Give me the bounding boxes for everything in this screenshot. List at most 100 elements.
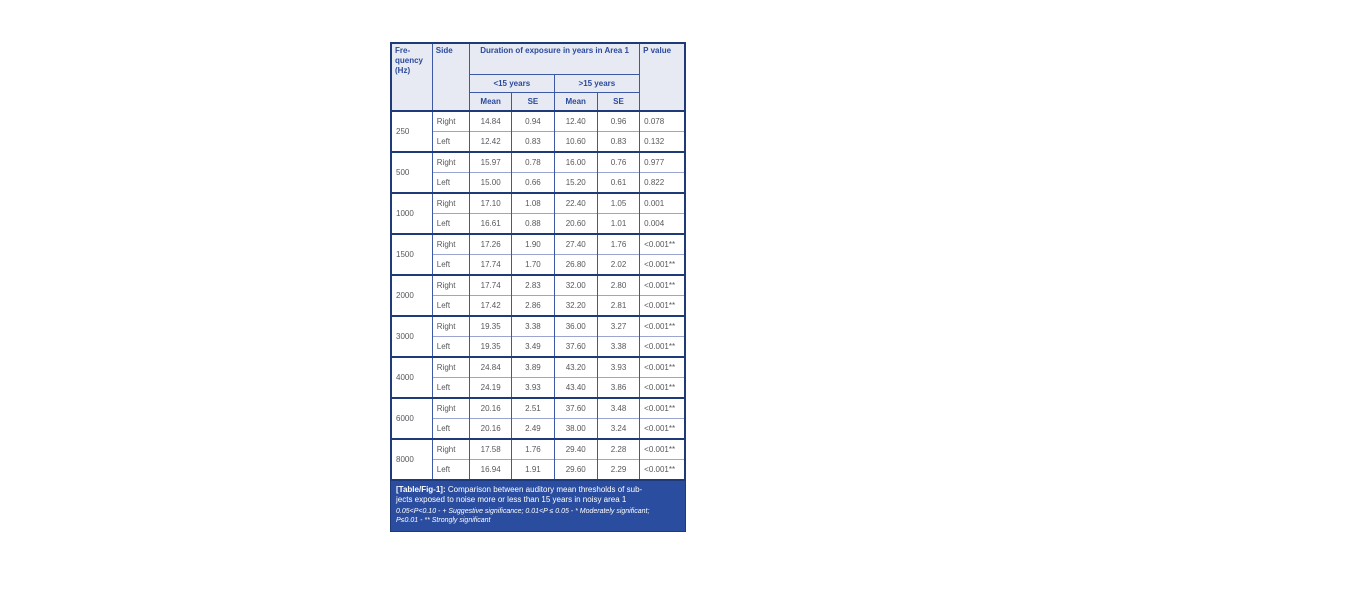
cell-frequency: 1500: [390, 233, 433, 275]
cell-se-gt15: 3.93: [596, 356, 641, 378]
cell-mean-gt15: 38.00: [553, 418, 598, 439]
cell-side: Left: [431, 172, 471, 193]
cell-mean-lt15: 19.35: [469, 315, 513, 337]
cell-se-lt15: 1.76: [511, 438, 555, 460]
cell-mean-gt15: 12.40: [553, 110, 598, 132]
cell-se-gt15: 3.24: [596, 418, 641, 439]
table-row: Left 17.74 1.70 26.80 2.02 <0.001**: [391, 254, 686, 275]
caption-main: [Table/Fig-1]: Comparison between audito…: [396, 485, 680, 506]
table-caption: [Table/Fig-1]: Comparison between audito…: [390, 481, 686, 532]
table-row: 6000 Right 20.16 2.51 37.60 3.48 <0.001**: [390, 397, 686, 439]
table-row: Left 16.61 0.88 20.60 1.01 0.004: [391, 213, 686, 234]
cell-p-value: <0.001**: [639, 356, 686, 378]
cell-side: Right: [431, 274, 471, 296]
cell-se-gt15: 0.96: [596, 110, 641, 132]
cell-frequency: 500: [390, 151, 433, 193]
table-row: 2000 Right 17.74 2.83 32.00 2.80 <0.001**: [390, 274, 686, 316]
cell-se-gt15: 0.83: [596, 131, 641, 152]
cell-se-lt15: 2.86: [511, 295, 555, 316]
cell-frequency: 2000: [390, 274, 433, 316]
header-se-lt15: SE: [511, 92, 555, 112]
cell-side: Right: [431, 233, 471, 255]
header-side: Side: [431, 42, 471, 112]
cell-side: Left: [431, 459, 471, 480]
cell-p-value: 0.001: [639, 192, 686, 214]
cell-mean-lt15: 24.19: [469, 377, 513, 398]
table-row: Left 20.16 2.49 38.00 3.24 <0.001**: [391, 418, 686, 439]
cell-se-lt15: 1.08: [511, 192, 555, 214]
cell-se-lt15: 2.51: [511, 397, 555, 419]
cell-se-lt15: 1.90: [511, 233, 555, 255]
cell-mean-gt15: 43.20: [553, 356, 598, 378]
cell-side: Left: [431, 377, 471, 398]
cell-frequency: 8000: [390, 438, 433, 480]
cell-se-gt15: 3.48: [596, 397, 641, 419]
cell-mean-gt15: 43.40: [553, 377, 598, 398]
cell-frequency: 4000: [390, 356, 433, 398]
cell-mean-gt15: 20.60: [553, 213, 598, 234]
cell-se-lt15: 0.66: [511, 172, 555, 193]
cell-p-value: <0.001**: [639, 418, 686, 439]
cell-p-value: <0.001**: [639, 233, 686, 255]
header-mean-gt15: Mean: [553, 92, 598, 112]
cell-se-gt15: 0.61: [596, 172, 641, 193]
table-fig-1: Fre-quency (Hz) Side Duration of exposur…: [390, 42, 686, 532]
cell-p-value: <0.001**: [639, 438, 686, 460]
cell-p-value: <0.001**: [639, 295, 686, 316]
caption-note-line2: P≤0.01 - ** Strongly significant: [396, 517, 491, 525]
cell-mean-lt15: 17.42: [469, 295, 513, 316]
table-row: Left 15.00 0.66 15.20 0.61 0.822: [391, 172, 686, 193]
cell-p-value: <0.001**: [639, 274, 686, 296]
cell-mean-gt15: 32.00: [553, 274, 598, 296]
cell-p-value: <0.001**: [639, 254, 686, 275]
cell-side: Left: [431, 295, 471, 316]
cell-p-value: 0.132: [639, 131, 686, 152]
header-mean-lt15: Mean: [469, 92, 513, 112]
cell-mean-lt15: 24.84: [469, 356, 513, 378]
header-duration: Duration of exposure in years in Area 1: [469, 42, 641, 75]
cell-mean-lt15: 15.00: [469, 172, 513, 193]
cell-se-gt15: 3.27: [596, 315, 641, 337]
cell-side: Left: [431, 131, 471, 152]
header-duration-text: Duration of exposure in years in Area 1: [480, 46, 629, 55]
cell-mean-gt15: 29.40: [553, 438, 598, 460]
table-header: Fre-quency (Hz) Side Duration of exposur…: [390, 42, 686, 112]
cell-side: Left: [431, 336, 471, 357]
cell-mean-lt15: 12.42: [469, 131, 513, 152]
cell-frequency: 3000: [390, 315, 433, 357]
cell-se-gt15: 3.86: [596, 377, 641, 398]
cell-side: Right: [431, 315, 471, 337]
cell-side: Right: [431, 397, 471, 419]
table-row: 4000 Right 24.84 3.89 43.20 3.93 <0.001**: [390, 356, 686, 398]
table-row: 500 Right 15.97 0.78 16.00 0.76 0.977: [390, 151, 686, 193]
cell-mean-lt15: 17.26: [469, 233, 513, 255]
cell-p-value: 0.004: [639, 213, 686, 234]
caption-note-line1: 0.05<P<0.10 - + Suggestive significance;…: [396, 507, 650, 515]
cell-mean-gt15: 26.80: [553, 254, 598, 275]
cell-mean-lt15: 19.35: [469, 336, 513, 357]
cell-mean-gt15: 29.60: [553, 459, 598, 480]
cell-side: Right: [431, 110, 471, 132]
cell-side: Left: [431, 254, 471, 275]
cell-mean-lt15: 20.16: [469, 418, 513, 439]
table-row: Left 17.42 2.86 32.20 2.81 <0.001**: [391, 295, 686, 316]
cell-mean-gt15: 36.00: [553, 315, 598, 337]
cell-se-gt15: 0.76: [596, 151, 641, 173]
cell-mean-lt15: 17.10: [469, 192, 513, 214]
cell-se-lt15: 3.49: [511, 336, 555, 357]
cell-mean-gt15: 22.40: [553, 192, 598, 214]
cell-se-lt15: 2.83: [511, 274, 555, 296]
cell-side: Left: [431, 213, 471, 234]
table-body: 250 Right 14.84 0.94 12.40 0.96 0.078 Left 12.42…: [390, 110, 686, 480]
table-row: 1000 Right 17.10 1.08 22.40 1.05 0.001: [390, 192, 686, 234]
cell-mean-lt15: 17.74: [469, 274, 513, 296]
cell-se-lt15: 1.91: [511, 459, 555, 480]
caption-note: 0.05<P<0.10 - + Suggestive significance;…: [396, 507, 680, 526]
cell-se-lt15: 2.49: [511, 418, 555, 439]
cell-p-value: <0.001**: [639, 397, 686, 419]
cell-mean-lt15: 16.94: [469, 459, 513, 480]
table-row: Left 19.35 3.49 37.60 3.38 <0.001**: [391, 336, 686, 357]
header-frequency: Fre-quency (Hz): [390, 42, 433, 112]
cell-se-lt15: 3.93: [511, 377, 555, 398]
cell-mean-lt15: 20.16: [469, 397, 513, 419]
